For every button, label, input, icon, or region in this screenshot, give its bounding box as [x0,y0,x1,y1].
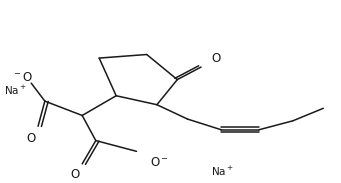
Text: O: O [71,168,80,181]
Text: Na$^+$: Na$^+$ [211,165,234,178]
Text: O: O [211,52,221,65]
Text: O: O [27,132,36,145]
Text: O$^-$: O$^-$ [150,156,169,169]
Text: Na$^+$: Na$^+$ [4,84,27,97]
Text: $^-$O: $^-$O [12,71,33,84]
